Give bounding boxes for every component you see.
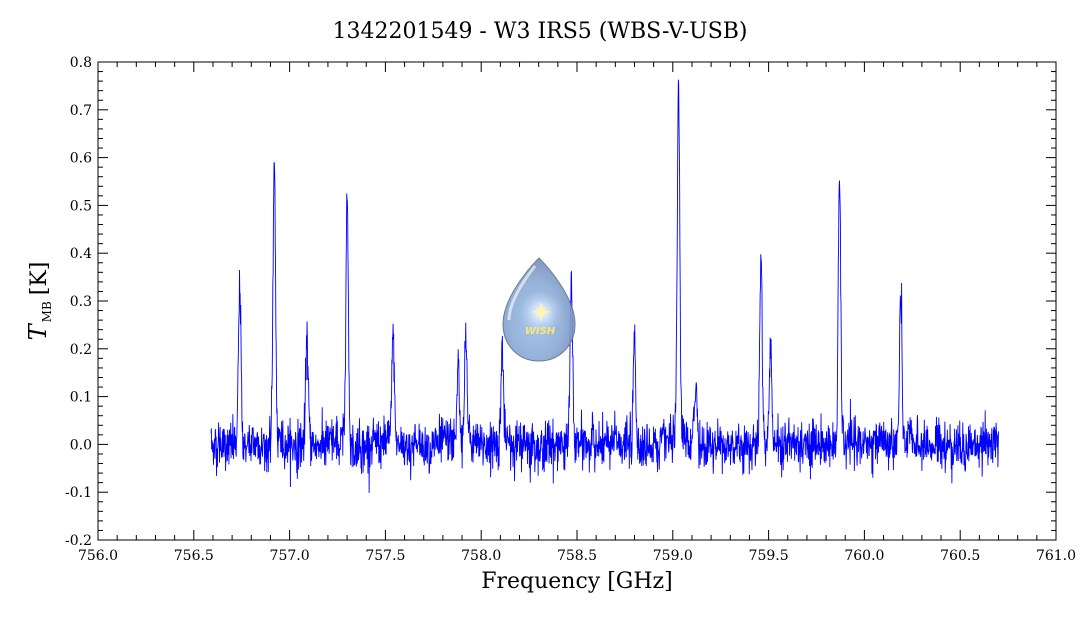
plot-frame [97,61,1057,541]
x-tick-label: 758.0 [461,548,501,564]
x-tick-label: 760.5 [940,548,980,564]
y-tick-label: -0.2 [65,533,92,549]
x-axis-label: Frequency [GHz] [481,569,673,594]
spectrum-series [210,79,999,493]
y-axis-label-unit: [K] [27,262,52,296]
axis-ticks [97,61,1057,541]
y-axis-label-sub: MB [40,301,54,322]
x-tick-label: 758.5 [557,548,597,564]
x-tick-label: 761.0 [1036,548,1076,564]
y-axis-label-main: T [24,322,52,340]
star-icon [531,302,551,322]
wish-logo: WISH [502,257,576,362]
x-tick-label: 756.5 [174,548,214,564]
y-tick-label: 0.0 [70,437,92,453]
spectrum-line [210,79,999,493]
spectral-peak [770,333,772,335]
svg-text:TMB[K]: TMB [K] [24,262,54,341]
y-tick-label: 0.6 [70,151,92,167]
y-tick-label: 0.1 [70,390,92,406]
x-tick-label: 759.0 [653,548,693,564]
y-tick-label: 0.2 [70,342,92,358]
y-tick-label: 0.4 [70,246,92,262]
y-tick-label: 0.5 [70,198,92,214]
x-tick-label: 757.5 [365,548,405,564]
x-tick-label: 760.0 [844,548,884,564]
x-tick-label: 757.0 [270,548,310,564]
y-tick-labels: -0.2 -0.1 0.0 0.1 0.2 0.3 0.4 0.5 0.6 0.7 0.8 [65,55,92,549]
x-tick-label: 759.5 [749,548,789,564]
x-tick-labels: 756.0 756.5 757.0 757.5 758.0 758.5 759.0 759.5… [78,548,1076,564]
wish-logo-text: WISH [525,326,556,337]
y-tick-label: -0.1 [65,485,92,501]
y-axis-label: TMB [K] [24,262,54,341]
x-tick-label: 756.0 [78,548,118,564]
y-tick-label: 0.7 [70,103,92,119]
y-tick-label: 0.8 [70,55,92,71]
spectral-peak [273,157,275,159]
chart-title: 1342201549 - W3 IRS5 (WBS-V-USB) [332,19,747,44]
spectral-peak [760,252,762,254]
y-tick-label: 0.3 [70,294,92,310]
